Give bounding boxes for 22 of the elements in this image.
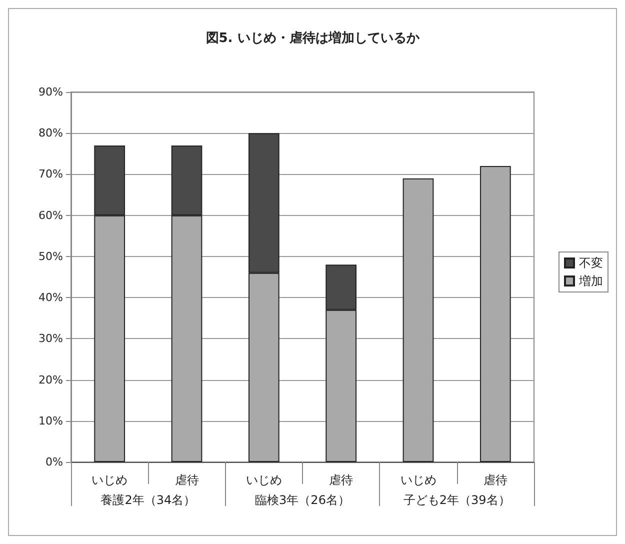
x-tick-label: いじめ <box>246 473 282 487</box>
y-tick-label: 30% <box>38 332 63 346</box>
text: 養護2年（34名） <box>100 493 196 507</box>
chart-title: 図5. いじめ・虐待は増加しているか <box>206 30 420 46</box>
legend-label: 不変 <box>579 256 603 270</box>
x-tick-label: 虐待 <box>329 473 354 487</box>
y-tick-label: 40% <box>38 291 63 304</box>
x-tick-label: 虐待 <box>483 473 508 487</box>
y-tick-label: 90% <box>38 86 63 98</box>
y-tick-label: 0% <box>46 456 63 468</box>
y-tick-label: 60% <box>38 208 63 222</box>
x-tick-label: いじめ <box>92 473 128 487</box>
text: 子ども2年（39名） <box>403 493 510 507</box>
y-tick-label: 80% <box>38 126 63 140</box>
y-tick-label: 70% <box>38 168 63 181</box>
x-tick-label: いじめ <box>400 473 436 487</box>
legend-label: 増加 <box>578 274 603 288</box>
x-tick-label: 虐待 <box>174 473 199 487</box>
y-tick-label: 10% <box>38 414 63 428</box>
text: 臨検3年（26名） <box>255 493 350 507</box>
y-tick-label: 20% <box>38 373 63 386</box>
y-tick-label: 50% <box>38 250 63 263</box>
